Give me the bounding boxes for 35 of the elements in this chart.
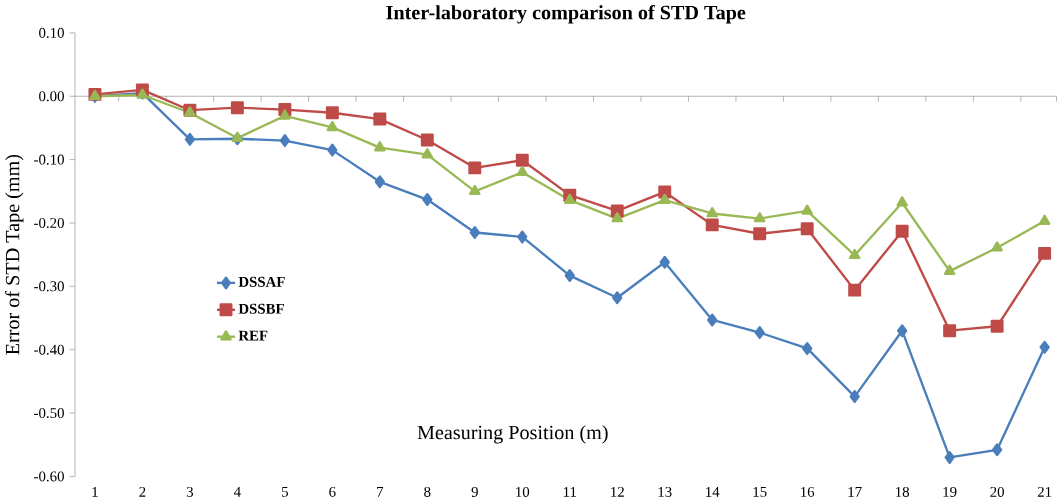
x-tick-label: 4 xyxy=(233,486,241,497)
x-tick-label: 2 xyxy=(139,486,146,497)
x-tick-label: 1 xyxy=(92,486,98,497)
x-tick-label: 17 xyxy=(848,486,862,497)
x-tick-label: 7 xyxy=(377,486,384,497)
x-tick-label: 12 xyxy=(611,486,624,497)
x-tick-label: 10 xyxy=(516,486,530,497)
x-tick-label: 5 xyxy=(282,486,288,497)
x-tick-label: 16 xyxy=(801,486,815,497)
x-tick-label: 18 xyxy=(896,486,910,497)
y-tick-label: -0.50 xyxy=(34,408,64,419)
x-tick-label: 21 xyxy=(1037,486,1052,497)
x-tick-label: 3 xyxy=(186,486,194,497)
y-tick-label: -0.60 xyxy=(34,471,64,482)
x-tick-label: 19 xyxy=(943,486,957,497)
y-tick-label: -0.30 xyxy=(34,281,64,292)
chart-title: Inter-laboratory comparison of STD Tape xyxy=(386,5,746,24)
y-axis-title: Error of STD Tape (mm) xyxy=(4,154,24,355)
y-tick-label: -0.40 xyxy=(34,344,64,355)
legend-label: DSSBF xyxy=(238,303,284,314)
legend-label: REF xyxy=(238,330,268,341)
x-tick-label: 8 xyxy=(424,486,431,497)
legend-label: DSSAF xyxy=(238,276,285,287)
x-tick-label: 14 xyxy=(706,486,720,497)
y-tick-label: -0.10 xyxy=(34,154,64,165)
y-tick-label: 0.10 xyxy=(39,27,64,39)
x-tick-label: 15 xyxy=(753,486,767,497)
x-axis-title: Measuring Position (m) xyxy=(417,425,608,444)
x-tick-label: 6 xyxy=(329,486,336,497)
x-tick-label: 13 xyxy=(658,486,672,497)
y-tick-label: 0.00 xyxy=(39,91,64,102)
y-tick-label: -0.20 xyxy=(34,218,64,229)
x-tick-label: 9 xyxy=(471,486,478,497)
x-tick-label: 20 xyxy=(990,486,1004,497)
x-tick-label: 11 xyxy=(563,486,577,497)
